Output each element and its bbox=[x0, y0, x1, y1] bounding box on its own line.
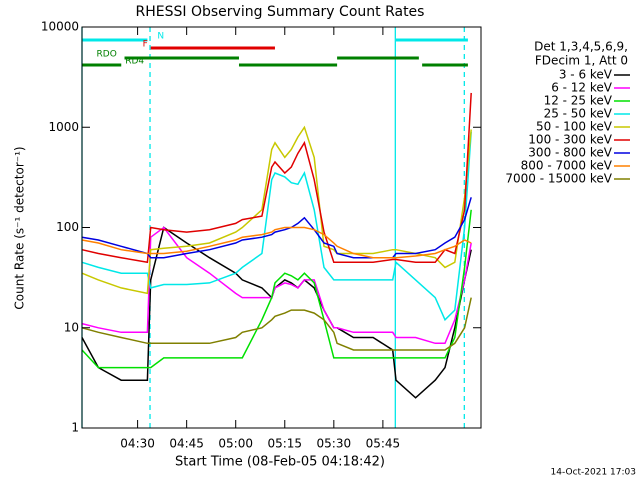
series-line bbox=[81, 131, 472, 322]
legend-label: 800 - 7000 keV bbox=[521, 159, 613, 173]
x-tick-label: 04:45 bbox=[169, 437, 204, 451]
x-tick-label: 05:00 bbox=[218, 437, 253, 451]
y-tick-label: 1000 bbox=[48, 120, 79, 134]
legend-label: 3 - 6 keV bbox=[559, 68, 613, 82]
legend-label: 7000 - 15000 keV bbox=[505, 172, 612, 186]
series-line bbox=[81, 209, 472, 369]
footer: 14-Oct-2021 17:03 bbox=[551, 468, 636, 478]
legend-label: 25 - 50 keV bbox=[544, 107, 613, 121]
legend-label: 50 - 100 keV bbox=[536, 120, 613, 134]
legend-label: 12 - 25 keV bbox=[544, 94, 613, 108]
y-tick-label: 100 bbox=[56, 220, 79, 234]
x-tick-label: 05:15 bbox=[267, 437, 302, 451]
y-axis-label: Count Rate (s⁻¹ detector⁻¹) bbox=[13, 146, 27, 309]
legend-label: 6 - 12 keV bbox=[551, 81, 613, 95]
legend-header: Det 1,3,4,5,6,9, bbox=[534, 40, 628, 54]
y-tick-label: 10 bbox=[64, 320, 79, 334]
series-line bbox=[81, 92, 472, 264]
legend-label: 100 - 300 keV bbox=[528, 133, 612, 147]
y-tick-label: 10000 bbox=[41, 20, 79, 34]
x-axis-label: Start Time (08-Feb-05 04:18:42) bbox=[175, 455, 385, 470]
series-line bbox=[81, 197, 472, 259]
series-line bbox=[81, 226, 472, 259]
flag-label: RDO bbox=[97, 50, 117, 60]
x-tick-label: 05:30 bbox=[317, 437, 352, 451]
flag-label: RD4 bbox=[125, 57, 144, 67]
legend-header: FDecim 1, Att 0 bbox=[535, 54, 628, 68]
flag-label: N bbox=[157, 32, 164, 42]
chart-title: RHESSI Observing Summary Count Rates bbox=[136, 4, 425, 20]
x-tick-label: 05:45 bbox=[366, 437, 401, 451]
y-tick-label: 1 bbox=[71, 421, 79, 435]
x-tick-label: 04:30 bbox=[120, 437, 155, 451]
legend-label: 300 - 800 keV bbox=[528, 146, 612, 160]
series-line bbox=[81, 226, 472, 345]
flag-label: F bbox=[143, 40, 148, 50]
series-line bbox=[81, 297, 472, 351]
